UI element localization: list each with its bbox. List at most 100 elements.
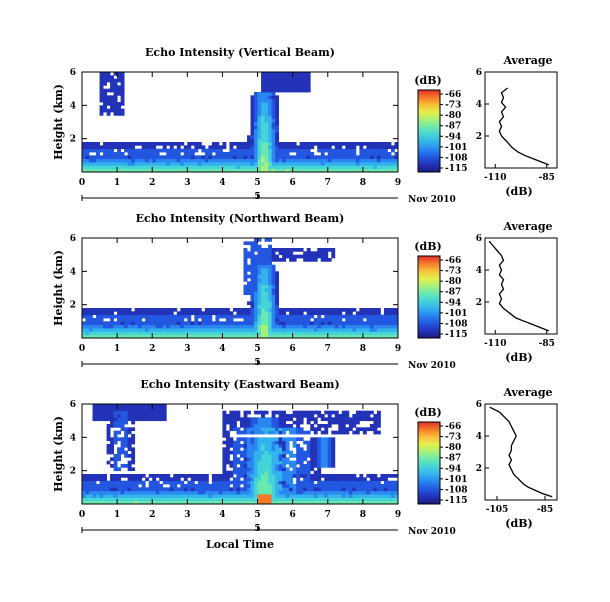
heatmap-cell <box>313 460 318 465</box>
heatmap-cell <box>134 404 139 408</box>
heatmap-cell <box>338 168 343 173</box>
x-tick-label: 0 <box>79 344 85 354</box>
heatmap-cell <box>261 118 265 123</box>
heatmap-cell <box>92 407 97 412</box>
heatmap-cell <box>166 331 171 336</box>
heatmap-cell <box>117 308 122 312</box>
heatmap-cell <box>106 95 111 100</box>
heatmap-cell <box>359 314 364 319</box>
heatmap-cell <box>268 168 272 173</box>
heatmap-cell <box>145 407 150 412</box>
heatmap-cell <box>296 78 301 83</box>
heatmap-cell <box>92 410 97 415</box>
heatmap-cell <box>373 168 378 173</box>
heatmap-cell <box>232 454 237 458</box>
heatmap-cell <box>110 88 114 93</box>
heatmap-cell <box>162 314 167 319</box>
heatmap-cell <box>299 450 304 455</box>
heatmap-cell <box>134 477 139 482</box>
heatmap-cell <box>197 484 202 488</box>
heatmap-cell <box>124 142 129 146</box>
heatmap-cell <box>271 155 276 160</box>
heatmap-cell <box>211 168 216 173</box>
heatmap-cell <box>362 148 367 153</box>
heatmap-cell <box>362 487 367 492</box>
heatmap-cell <box>103 404 107 408</box>
heatmap-cell <box>232 321 237 326</box>
heatmap-cell <box>327 168 332 173</box>
heatmap-cell <box>338 145 343 150</box>
heatmap-cell <box>275 118 280 123</box>
heatmap-cell <box>257 254 262 259</box>
heatmap-cell <box>313 444 318 448</box>
heatmap-cell <box>176 480 181 485</box>
heatmap-cell <box>289 414 294 418</box>
heatmap-cell <box>85 145 90 150</box>
heatmap-cell <box>362 427 367 432</box>
heatmap-cell <box>275 78 280 83</box>
heatmap-cell <box>113 414 118 418</box>
heatmap-cell <box>257 274 262 279</box>
heatmap-cell <box>394 487 399 492</box>
heatmap-cell <box>243 414 248 418</box>
heatmap-cell <box>352 145 357 150</box>
heatmap-cell <box>324 430 329 435</box>
heatmap-cell <box>313 470 318 475</box>
heatmap-cell <box>271 75 276 80</box>
heatmap-cell <box>218 494 223 498</box>
heatmap-cell <box>243 284 248 289</box>
heatmap-cell <box>355 480 360 485</box>
heatmap-cell <box>264 301 269 306</box>
heatmap-cell <box>320 152 325 156</box>
heatmap-cell <box>366 158 371 163</box>
heatmap-cell <box>261 464 265 468</box>
heatmap-cell <box>89 168 93 173</box>
heatmap-cell <box>229 497 234 502</box>
heatmap-cell <box>306 464 311 468</box>
heatmap-cell <box>134 328 139 332</box>
heatmap-cell <box>113 477 118 482</box>
heatmap-cell <box>138 142 143 146</box>
heatmap-cell <box>155 407 160 412</box>
heatmap-cell <box>285 480 290 485</box>
heatmap-cell <box>341 328 346 332</box>
heatmap-cell <box>331 500 336 505</box>
heatmap-cell <box>124 440 129 445</box>
heatmap-cell <box>390 145 395 150</box>
heatmap-cell <box>194 497 199 502</box>
heatmap-cell <box>222 460 227 465</box>
heatmap-cell <box>117 450 122 455</box>
heatmap-cell <box>373 417 378 422</box>
heatmap-cell <box>190 500 195 505</box>
heatmap-cell <box>271 108 276 113</box>
heatmap-cell <box>183 321 188 326</box>
heatmap-cell <box>257 440 262 445</box>
heatmap-cell <box>275 158 280 163</box>
colorbar-tick-label: -94 <box>445 464 461 474</box>
heatmap-cell <box>345 414 350 418</box>
heatmap-cell <box>145 487 150 492</box>
profile-x-label: (dB) <box>505 185 532 198</box>
heatmap-cell <box>268 464 272 468</box>
heatmap-cell <box>299 158 304 163</box>
heatmap-cell <box>106 311 111 316</box>
heatmap-cell <box>352 142 357 146</box>
heatmap-cell <box>345 490 350 495</box>
heatmap-cell <box>250 298 255 302</box>
heatmap-cell <box>120 324 125 329</box>
heatmap-cell <box>282 165 287 170</box>
heatmap-cell <box>275 105 280 110</box>
heatmap-cell <box>176 145 181 150</box>
heatmap-cell <box>113 334 118 339</box>
heatmap-cell <box>289 145 294 150</box>
heatmap-cell <box>190 487 195 492</box>
heatmap-cell <box>134 331 139 336</box>
heatmap-cell <box>380 500 385 505</box>
heatmap-cell <box>99 145 104 150</box>
heatmap-cell <box>250 417 255 422</box>
heatmap-cell <box>268 474 272 478</box>
heatmap-cell <box>268 490 272 495</box>
heatmap-cell <box>113 168 118 173</box>
heatmap-cell <box>138 480 143 485</box>
heatmap-cell <box>190 477 195 482</box>
